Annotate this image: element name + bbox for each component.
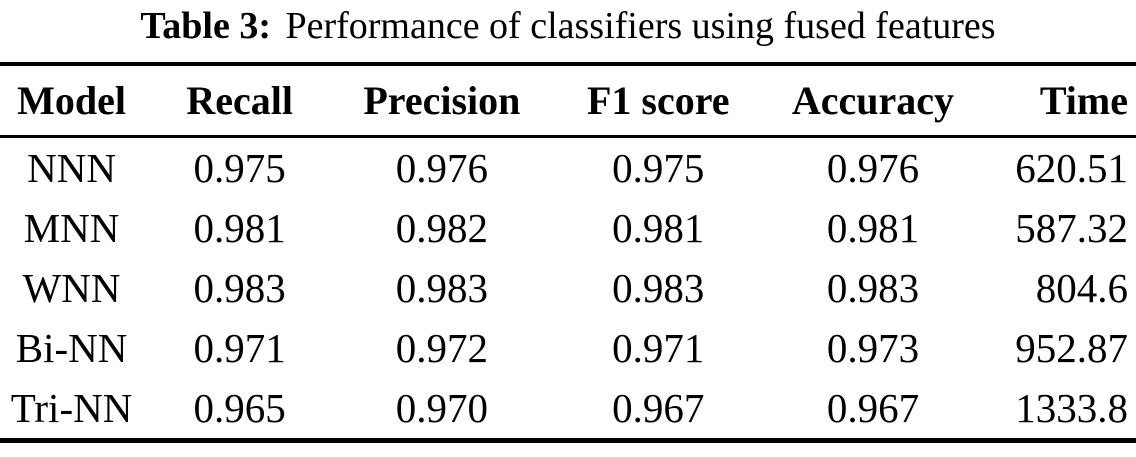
cell-recall: 0.975 — [193, 144, 286, 191]
cell-precision: 0.972 — [395, 324, 488, 371]
cell-time: 804.6 — [1035, 264, 1128, 311]
cell-recall: 0.965 — [193, 384, 286, 431]
table-caption-text: Performance of classifiers using fused f… — [285, 5, 996, 47]
cell-model: MNN — [23, 204, 120, 251]
cell-f1-score: 0.975 — [612, 144, 705, 191]
cell-f1-score: 0.971 — [612, 324, 705, 371]
cell-recall: 0.981 — [193, 204, 286, 251]
cell-recall: 0.983 — [193, 264, 286, 311]
cell-accuracy: 0.983 — [826, 264, 920, 311]
cell-time: 1333.8 — [1015, 384, 1128, 431]
cell-model: NNN — [27, 144, 116, 191]
table-row-wnn: WNN 0.983 0.983 0.983 0.983 804.6 — [0, 258, 1136, 318]
table-row-nnn: NNN 0.975 0.976 0.975 0.976 620.51 — [0, 136, 1136, 198]
cell-f1-score: 0.967 — [612, 384, 705, 431]
cell-accuracy: 0.976 — [826, 144, 920, 191]
cell-time: 952.87 — [1015, 324, 1128, 371]
cell-model: Tri-NN — [10, 384, 133, 431]
cell-model: Bi-NN — [15, 324, 128, 371]
column-header-recall: Recall — [143, 63, 337, 138]
cell-f1-score: 0.983 — [612, 264, 705, 311]
column-header-precision: Precision — [336, 63, 548, 138]
cell-recall: 0.971 — [193, 324, 286, 371]
cell-time: 587.32 — [1015, 204, 1128, 251]
column-header-f1-score: F1 score — [547, 63, 770, 138]
table-row-bi-nn: Bi-NN 0.971 0.972 0.971 0.973 952.87 — [0, 318, 1136, 378]
cell-time: 620.51 — [1015, 144, 1128, 191]
performance-table: Model Recall Precision F1 score Accuracy… — [0, 61, 1136, 443]
cell-accuracy: 0.967 — [826, 384, 920, 431]
header-row: Model Recall Precision F1 score Accuracy… — [0, 63, 1136, 138]
column-header-accuracy: Accuracy — [769, 63, 977, 138]
table-caption: Table 3: Performance of classifiers using… — [0, 0, 1136, 50]
cell-precision: 0.983 — [395, 264, 488, 311]
cell-model: WNN — [22, 264, 121, 311]
table-row-mnn: MNN 0.981 0.982 0.981 0.981 587.32 — [0, 198, 1136, 258]
cell-precision: 0.976 — [395, 144, 488, 191]
table-caption-label: Table 3: — [140, 5, 271, 47]
cell-precision: 0.982 — [395, 204, 488, 251]
column-header-time: Time — [976, 63, 1136, 138]
cell-accuracy: 0.981 — [826, 204, 920, 251]
table-row-tri-nn: Tri-NN 0.965 0.970 0.967 0.967 1333.8 — [0, 378, 1136, 441]
cell-f1-score: 0.981 — [612, 204, 705, 251]
cell-precision: 0.970 — [395, 384, 488, 431]
column-header-model: Model — [0, 63, 144, 138]
cell-accuracy: 0.973 — [826, 324, 920, 371]
